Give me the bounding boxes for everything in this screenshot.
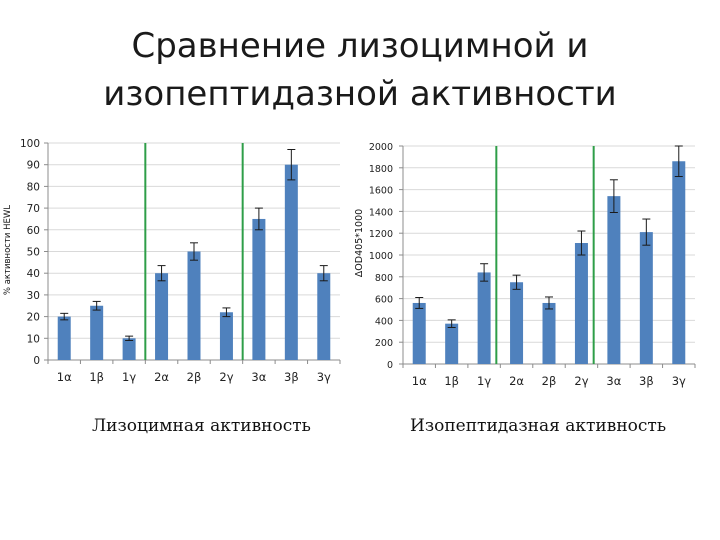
isopeptidase-bar — [412, 302, 426, 364]
slide-title: Сравнение лизоцимной и изопептидазной ак… — [60, 22, 660, 118]
lysozyme-category-label: 2γ — [219, 370, 233, 384]
isopeptidase-bar — [607, 196, 621, 364]
isopeptidase-category-label: 2γ — [574, 374, 588, 388]
isopeptidase-ytick-label: 2000 — [369, 142, 393, 153]
lysozyme-ytick-label: 20 — [27, 312, 40, 324]
isopeptidase-error-bar — [447, 319, 456, 328]
lysozyme-bar — [122, 338, 136, 360]
isopeptidase-category-label: 3γ — [672, 374, 686, 388]
isopeptidase-bar — [477, 272, 491, 364]
title-line-1: Сравнение лизоцимной и — [131, 26, 589, 66]
isopeptidase-category-label: 1β — [444, 374, 459, 388]
lysozyme-category-label: 2α — [154, 370, 169, 384]
lysozyme-category-label: 3β — [284, 370, 299, 384]
title-line-2: изопептидазной активности — [103, 74, 617, 114]
lysozyme-bar — [252, 218, 266, 360]
lysozyme-bar — [284, 164, 298, 360]
isopeptidase-ytick-label: 1000 — [369, 251, 393, 262]
isopeptidase-y-axis-label: ΔOD405*1000 — [354, 209, 365, 277]
lysozyme-y-axis-label: % активности HEWL — [3, 205, 13, 295]
lysozyme-bar — [219, 312, 233, 360]
isopeptidase-error-bar — [512, 274, 521, 290]
isopeptidase-category-label: 1α — [412, 374, 427, 388]
isopeptidase-ytick-label: 200 — [375, 338, 393, 349]
isopeptidase-error-bar — [415, 297, 424, 309]
isopeptidase-ytick-label: 600 — [375, 295, 393, 306]
isopeptidase-ytick-label: 0 — [387, 360, 393, 371]
isopeptidase-chart-caption: Изопептидазная активность — [410, 416, 667, 436]
isopeptidase-category-label: 1γ — [477, 374, 491, 388]
lysozyme-bar — [187, 251, 201, 360]
lysozyme-ytick-label: 80 — [27, 181, 40, 193]
lysozyme-error-bar — [157, 265, 166, 282]
lysozyme-category-label: 3γ — [317, 370, 331, 384]
isopeptidase-error-bar — [642, 218, 651, 246]
isopeptidase-bar — [510, 282, 524, 364]
lysozyme-error-bar — [254, 207, 263, 231]
isopeptidase-error-bar — [480, 263, 489, 282]
lysozyme-ytick-label: 60 — [27, 225, 40, 237]
lysozyme-category-label: 1α — [57, 370, 72, 384]
lysozyme-error-bar — [190, 242, 198, 261]
lysozyme-error-bar — [125, 335, 134, 341]
lysozyme-bar — [317, 273, 331, 360]
isopeptidase-category-label: 2β — [542, 374, 557, 388]
lysozyme-error-bar — [60, 312, 69, 321]
isopeptidase-ytick-label: 1400 — [369, 207, 393, 218]
isopeptidase-chart: 0 200 400 600 800 1000 1200 1400 1600 1800 2000 ΔOD… — [354, 142, 696, 388]
lysozyme-ytick-label: 10 — [27, 333, 40, 345]
lysozyme-category-label: 3α — [251, 370, 266, 384]
lysozyme-bar — [155, 273, 169, 360]
isopeptidase-ytick-label: 1200 — [369, 229, 393, 240]
isopeptidase-ytick-label: 1800 — [369, 164, 393, 175]
lysozyme-ytick-label: 100 — [20, 138, 40, 150]
lysozyme-chart-caption: Лизоцимная активность — [92, 416, 311, 436]
isopeptidase-bar — [672, 161, 686, 364]
lysozyme-ytick-label: 30 — [27, 290, 40, 302]
isopeptidase-bar — [542, 302, 556, 364]
lysozyme-error-bar — [92, 300, 101, 311]
isopeptidase-bar — [574, 243, 588, 364]
isopeptidase-category-label: 2α — [509, 374, 524, 388]
isopeptidase-bar — [445, 323, 459, 364]
isopeptidase-category-label: 3α — [606, 374, 621, 388]
lysozyme-ytick-label: 70 — [27, 203, 40, 215]
isopeptidase-ytick-label: 800 — [375, 273, 393, 284]
isopeptidase-category-label: 3β — [639, 374, 654, 388]
lysozyme-category-label: 1β — [89, 370, 104, 384]
lysozyme-error-bar — [319, 265, 328, 282]
isopeptidase-ytick-label: 400 — [375, 316, 393, 327]
isopeptidase-error-bar — [545, 296, 553, 310]
lysozyme-error-bar — [287, 149, 296, 181]
isopeptidase-error-bar — [674, 145, 683, 178]
lysozyme-bar — [57, 316, 71, 360]
lysozyme-chart: 0 10 20 30 40 50 60 70 80 90 100 % активности HEWL 1… — [3, 138, 341, 384]
isopeptidase-error-bar — [609, 179, 618, 213]
isopeptidase-error-bar — [577, 230, 586, 256]
lysozyme-ytick-label: 90 — [27, 160, 40, 172]
lysozyme-ytick-label: 50 — [27, 247, 40, 259]
lysozyme-category-label: 2β — [187, 370, 202, 384]
lysozyme-ytick-label: 0 — [33, 355, 40, 367]
lysozyme-ytick-label: 40 — [27, 268, 40, 280]
lysozyme-bar — [90, 305, 104, 360]
isopeptidase-bar — [639, 232, 653, 364]
lysozyme-category-label: 1γ — [122, 370, 136, 384]
isopeptidase-ytick-label: 1600 — [369, 186, 393, 197]
lysozyme-error-bar — [222, 307, 231, 318]
